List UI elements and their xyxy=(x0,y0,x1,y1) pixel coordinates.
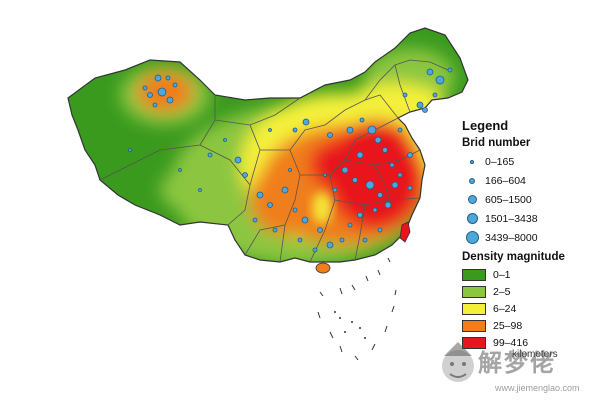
bubble-legend-item: 1501–3438 xyxy=(462,209,597,228)
density-legend-item: 99–416 xyxy=(462,334,597,351)
density-legend-item: 2–5 xyxy=(462,283,597,300)
watermark-url: www.jiemenglao.com xyxy=(495,383,580,393)
density-swatch xyxy=(462,336,486,349)
density-legend-label: 99–416 xyxy=(493,336,529,349)
bubble-symbol xyxy=(469,177,475,184)
bubble-legend-label: 3439–8000 xyxy=(485,231,538,244)
density-swatch xyxy=(462,268,486,281)
bubble-symbol xyxy=(465,231,479,244)
bubble-symbol xyxy=(467,195,477,204)
bubble-legend-label: 605–1500 xyxy=(485,193,532,206)
density-legend-item: 6–24 xyxy=(462,300,597,317)
bubble-legend-item: 0–165 xyxy=(462,152,597,171)
map-legend: Legend Brid number 0–165 166–604 605–150… xyxy=(462,118,597,351)
bubble-legend-item: 3439–8000 xyxy=(462,228,597,247)
density-swatch xyxy=(462,302,486,315)
legend-title: Legend xyxy=(462,118,509,133)
province-borders xyxy=(67,27,469,263)
bubble-legend-label: 1501–3438 xyxy=(485,212,538,225)
bubble-symbol xyxy=(470,159,474,164)
bubble-legend-label: 166–604 xyxy=(485,174,526,187)
bubble-symbol xyxy=(466,213,478,224)
density-legend-title: Density magnitude xyxy=(462,251,565,263)
bubble-legend-label: 0–165 xyxy=(485,155,515,168)
density-legend-item: 0–1 xyxy=(462,266,597,283)
islands xyxy=(315,221,411,361)
density-swatch xyxy=(462,285,486,298)
density-swatch xyxy=(462,319,486,332)
fortune-teller-icon xyxy=(442,342,474,382)
bubble-legend-item: 166–604 xyxy=(462,171,597,190)
bird-observation-points xyxy=(128,67,453,253)
density-legend-item: 25–98 xyxy=(462,317,597,334)
density-legend-label: 25–98 xyxy=(493,319,523,332)
scale-bar-label: kilometers xyxy=(512,349,558,360)
bubble-legend-title: Brid number xyxy=(462,137,531,149)
bubble-legend-item: 605–1500 xyxy=(462,190,597,209)
density-legend-label: 6–24 xyxy=(493,302,517,315)
density-legend-label: 2–5 xyxy=(493,285,511,298)
watermark-text: 解梦佬 xyxy=(478,350,556,377)
density-legend-label: 0–1 xyxy=(493,268,511,281)
